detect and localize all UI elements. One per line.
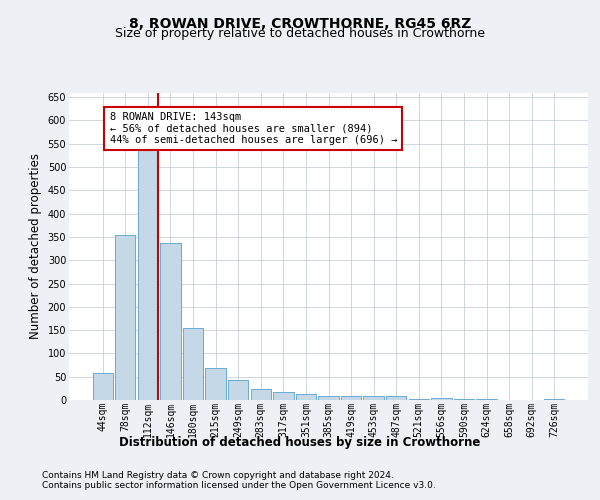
Bar — [183, 328, 203, 400]
Bar — [92, 373, 113, 400]
Text: Contains public sector information licensed under the Open Government Licence v3: Contains public sector information licen… — [42, 482, 436, 490]
Bar — [251, 390, 271, 400]
Bar — [160, 242, 181, 400]
Text: 8, ROWAN DRIVE, CROWTHORNE, RG45 6RZ: 8, ROWAN DRIVE, CROWTHORNE, RG45 6RZ — [129, 18, 471, 32]
Text: Size of property relative to detached houses in Crowthorne: Size of property relative to detached ho… — [115, 28, 485, 40]
Bar — [454, 399, 474, 400]
Y-axis label: Number of detached properties: Number of detached properties — [29, 153, 42, 339]
Bar — [544, 398, 565, 400]
Bar — [296, 394, 316, 400]
Bar — [115, 234, 136, 400]
Text: 8 ROWAN DRIVE: 143sqm
← 56% of detached houses are smaller (894)
44% of semi-det: 8 ROWAN DRIVE: 143sqm ← 56% of detached … — [110, 112, 397, 146]
Bar — [431, 398, 452, 400]
Bar — [205, 368, 226, 400]
Bar — [273, 392, 293, 400]
Bar — [228, 380, 248, 400]
Bar — [476, 398, 497, 400]
Bar — [341, 396, 361, 400]
Bar — [386, 396, 406, 400]
Bar — [409, 399, 429, 400]
Text: Distribution of detached houses by size in Crowthorne: Distribution of detached houses by size … — [119, 436, 481, 449]
Bar — [319, 396, 338, 400]
Bar — [138, 150, 158, 400]
Bar — [364, 396, 384, 400]
Text: Contains HM Land Registry data © Crown copyright and database right 2024.: Contains HM Land Registry data © Crown c… — [42, 472, 394, 480]
